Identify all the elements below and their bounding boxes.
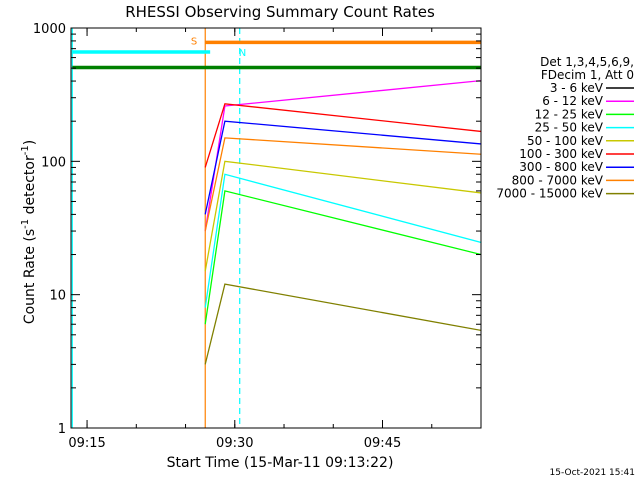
legend-header-line-1: Det 1,3,4,5,6,9, <box>540 55 634 69</box>
y-tick-label-10: 10 <box>49 289 66 304</box>
legend-label-12-25-kev: 12 - 25 keV <box>535 107 604 121</box>
x-axis-label: Start Time (15-Mar-11 09:13:22) <box>167 455 394 471</box>
legend-label-6-12-kev: 6 - 12 keV <box>542 94 604 108</box>
legend: Det 1,3,4,5,6,9, FDecim 1, Att 0 3 - 6 k… <box>496 55 634 201</box>
flag-label-n: N <box>239 48 246 59</box>
y-tick-label-1000: 1000 <box>33 22 66 37</box>
y-label-sup: -1 <box>20 219 31 229</box>
y-label-main: Count Rate (s <box>22 229 38 324</box>
flag-bar-group <box>72 40 481 70</box>
x-tick-label-09-15: 09:15 <box>68 436 105 451</box>
y-label-rest: detector <box>22 155 38 219</box>
axis-tick-group: 09:15 09:30 09:45 1 10 100 1000 <box>33 22 482 451</box>
y-label-end: ) <box>22 140 38 145</box>
legend-header-line-2: FDecim 1, Att 0 <box>541 68 634 82</box>
legend-label-25-50-kev: 25 - 50 keV <box>535 121 604 135</box>
plot-area <box>71 28 481 428</box>
legend-label-800-7000-kev: 800 - 7000 keV <box>512 173 604 187</box>
y-tick-label-100: 100 <box>41 155 66 170</box>
legend-label-100-300-kev: 100 - 300 keV <box>519 147 603 161</box>
y-tick-label-1: 1 <box>58 422 66 437</box>
flag-label-s: S <box>191 36 197 47</box>
x-tick-label-09-45: 09:45 <box>364 436 401 451</box>
y-axis-label: Count Rate (s-1 detector-1) <box>20 140 38 324</box>
legend-label-50-100-kev: 50 - 100 keV <box>527 134 604 148</box>
legend-label-7000-15000-kev: 7000 - 15000 keV <box>496 187 603 201</box>
plot-clip <box>71 28 481 428</box>
legend-label-3-6-kev: 3 - 6 keV <box>550 81 604 95</box>
generation-timestamp: 15-Oct-2021 15:41 <box>550 468 635 478</box>
x-tick-label-09-30: 09:30 <box>216 436 253 451</box>
y-label-sup2: -1 <box>20 145 31 155</box>
legend-label-300-800-kev: 300 - 800 keV <box>519 160 603 174</box>
plot-frame <box>70 27 482 429</box>
chart-title: RHESSI Observing Summary Count Rates <box>125 3 435 21</box>
